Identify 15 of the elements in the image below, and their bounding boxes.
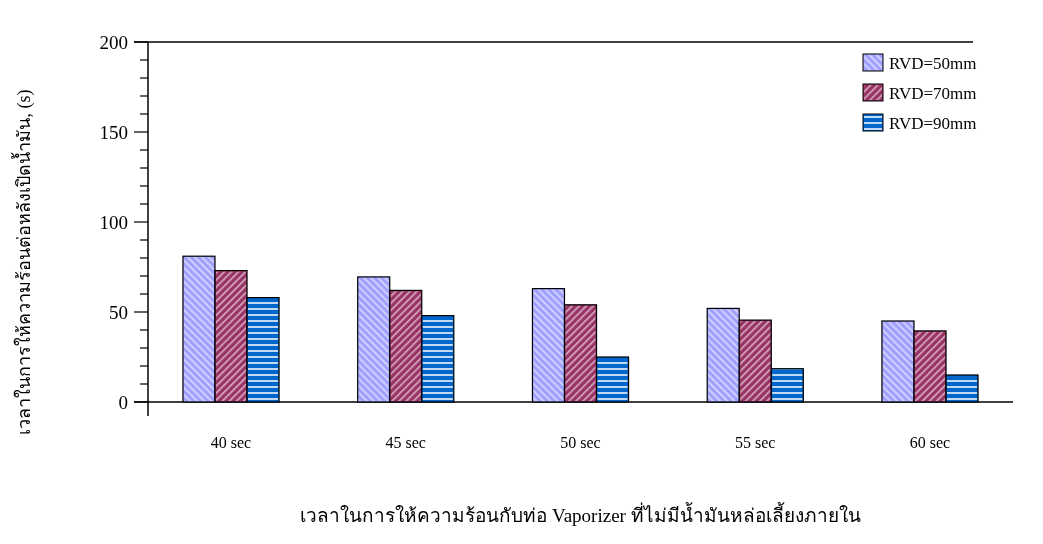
- y-tick-label: 50: [109, 301, 128, 323]
- x-tick-label: 50 sec: [560, 434, 601, 451]
- legend-label: RVD=90mm: [889, 113, 977, 133]
- legend-label: RVD=50mm: [889, 53, 977, 73]
- x-tick-label: 60 sec: [909, 434, 951, 451]
- y-axis-title: เวลาในการให้ความร้อนต่อหลังเปิดน้ำมัน, (s): [11, 89, 35, 435]
- y-tick-label: 150: [99, 121, 128, 143]
- y-tick-label: 0: [118, 391, 128, 413]
- y-tick-label: 100: [99, 211, 128, 233]
- x-tick-label: 45 sec: [385, 434, 426, 451]
- x-tick-label: 55 sec: [735, 434, 776, 451]
- legend-label: RVD=70mm: [889, 83, 977, 103]
- x-tick-label: 40 sec: [210, 434, 252, 451]
- x-axis-title: เวลาในการให้ความร้อนกับท่อ Vaporizer ที่ไม่มีน้ำมันหล่อเลี้ยงภายใน: [300, 502, 861, 526]
- y-tick-label: 200: [99, 31, 128, 53]
